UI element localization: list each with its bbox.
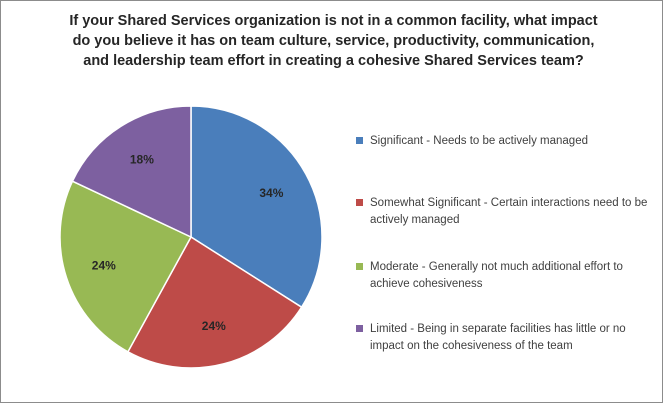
chart-title: If your Shared Services organization is …	[41, 11, 626, 71]
legend-swatch-somewhat-significant	[356, 199, 363, 206]
data-label-somewhat-significant: 24%	[202, 319, 226, 333]
data-label-limited: 18%	[130, 153, 154, 167]
legend-swatch-significant	[356, 137, 363, 144]
pie-slice-limited	[71, 105, 192, 239]
pie-slice-somewhat-significant	[126, 235, 303, 369]
data-label-moderate: 24%	[92, 258, 116, 272]
chart-title-line-2: do you believe it has on team culture, s…	[72, 33, 595, 49]
legend-label-somewhat-significant: Somewhat Significant - Certain interacti…	[370, 197, 648, 226]
legend-swatch-moderate	[356, 263, 363, 270]
legend-label-moderate: Moderate - Generally not much additional…	[370, 261, 623, 290]
chart-title-line-1: If your Shared Services organization is …	[69, 13, 598, 29]
pie-slice-significant	[190, 105, 323, 309]
legend-label-significant: Significant - Needs to be actively manag…	[370, 135, 588, 147]
pie-slice-moderate	[59, 180, 193, 353]
legend-label-limited: Limited - Being in separate facilities h…	[370, 323, 626, 352]
legend-swatch-limited	[356, 325, 363, 332]
chart-title-line-3: and leadership team effort in creating a…	[83, 53, 584, 69]
data-label-significant: 34%	[259, 186, 283, 200]
